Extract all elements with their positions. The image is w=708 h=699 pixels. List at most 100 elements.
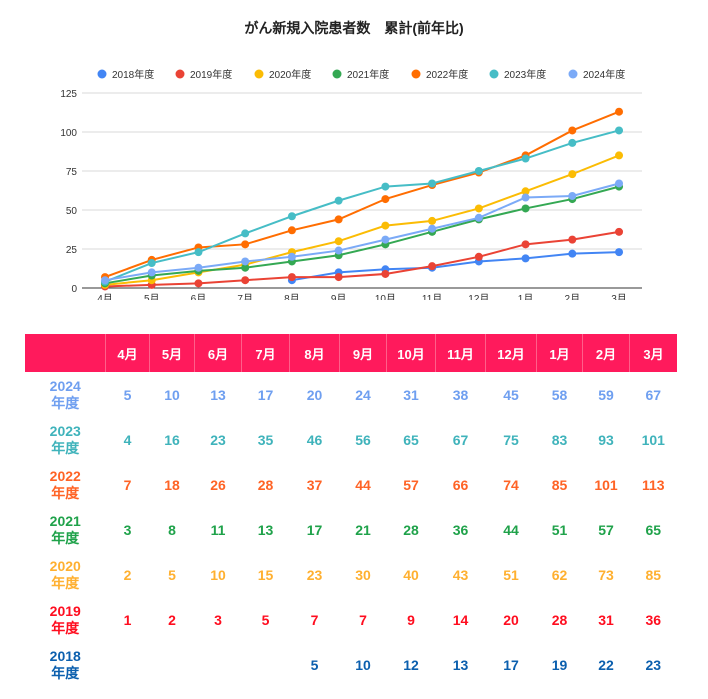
data-point (334, 273, 343, 282)
data-point (615, 179, 624, 188)
x-tick-label: 10月 (375, 293, 396, 300)
data-point (287, 212, 296, 221)
table-cell: 20 (306, 386, 323, 403)
table-cell: 7 (359, 611, 367, 628)
x-tick-label: 9月 (331, 293, 347, 300)
table-cell: 37 (306, 476, 323, 493)
table-cell: 58 (551, 386, 568, 403)
table-cell: 44 (503, 521, 519, 538)
data-point (568, 170, 577, 179)
x-tick-label: 7月 (237, 293, 253, 300)
table-cell: 26 (210, 476, 226, 493)
data-point (428, 216, 437, 225)
row-label-line: 年度 (51, 484, 80, 501)
table-cell: 113 (641, 476, 665, 493)
data-point (101, 276, 109, 285)
table-cell: 38 (452, 386, 469, 403)
table-cell: 28 (551, 611, 568, 628)
row-label: 2024 年度 (25, 372, 106, 417)
row-label-line: 2018 (49, 647, 81, 664)
table-cell: 36 (452, 521, 469, 538)
data-point (334, 196, 343, 205)
table-cell: 13 (257, 521, 274, 538)
table-cell: 62 (551, 566, 568, 583)
data-point (521, 154, 530, 163)
data-point (194, 248, 203, 257)
table-cell: 21 (355, 521, 371, 538)
data-point (381, 221, 390, 230)
data-point (568, 126, 577, 135)
table-cell: 40 (403, 566, 419, 583)
table-cell: 93 (598, 431, 614, 448)
y-tick-label: 50 (66, 206, 78, 217)
data-point (474, 252, 483, 261)
series-line (104, 110, 620, 279)
header-month: 8月 (289, 334, 340, 372)
table-cell: 31 (403, 386, 419, 403)
table-cell (195, 642, 242, 687)
header-month: 10月 (386, 334, 436, 372)
table-cell: 10 (210, 566, 226, 583)
table-cell: 12 (403, 656, 419, 673)
header-month: 6月 (194, 334, 242, 372)
row-label-line: 2019 (49, 602, 81, 619)
data-point (147, 259, 156, 268)
table-cell: 23 (306, 566, 323, 583)
table-row: 2024 年度 5 10 13 17 20 24 31 38 45 58 59 67 (25, 372, 677, 417)
legend-marker (97, 69, 107, 79)
table-cell: 67 (452, 431, 469, 448)
row-label: 2019 年度 (25, 597, 106, 642)
legend-label: 2020年度 (269, 68, 311, 81)
data-point (381, 195, 390, 204)
x-tick-label: 4月 (97, 293, 113, 300)
table-cell: 17 (306, 521, 323, 538)
y-tick-label: 0 (71, 284, 77, 295)
header-month: 2月 (582, 334, 630, 372)
y-tick-label: 100 (60, 128, 77, 139)
data-point (381, 182, 390, 191)
data-point (194, 279, 203, 288)
table-cell: 51 (551, 521, 568, 538)
data-point (615, 107, 624, 116)
table-cell: 8 (168, 521, 176, 538)
line-chart: がん新規入院患者数 累計(前年比) 2018年度 2019年度 2020年度 2021年… (60, 20, 642, 300)
x-tick-label: 5月 (144, 293, 160, 300)
row-label-line: 年度 (51, 529, 80, 546)
table-cell (150, 642, 195, 687)
x-tick-label: 1月 (518, 293, 534, 300)
data-point (334, 215, 343, 224)
data-point (521, 204, 530, 213)
table-cell: 74 (503, 476, 519, 493)
table-cell: 85 (645, 566, 662, 583)
table-cell: 101 (641, 431, 665, 448)
table-cell: 67 (645, 386, 662, 403)
data-point (568, 249, 577, 258)
table-cell: 30 (355, 566, 371, 583)
table-cell: 11 (210, 521, 226, 538)
row-label: 2018 年度 (25, 642, 106, 687)
table-cell: 17 (257, 386, 274, 403)
row-label: 2023 年度 (25, 417, 106, 462)
x-tick-label: 8月 (284, 293, 300, 300)
series-line (291, 251, 620, 282)
table-cell: 73 (598, 566, 614, 583)
x-tick-label: 12月 (468, 293, 489, 300)
data-point (615, 126, 624, 135)
data-point (241, 257, 250, 266)
row-label-line: 2023 (49, 422, 81, 439)
table-cell: 28 (257, 476, 274, 493)
data-point (615, 151, 624, 160)
data-table: 4月 5月 6月 7月 8月 9月 10月 11月 12月 1月 2月 3月 2024 年度 5 10 13 1… (25, 334, 677, 687)
data-point (287, 252, 296, 261)
table-cell: 3 (123, 521, 132, 538)
row-label: 2020 年度 (25, 552, 106, 597)
table-cell: 7 (310, 611, 319, 628)
table-cell: 83 (551, 431, 568, 448)
table-cell: 31 (598, 611, 614, 628)
series-line (104, 129, 620, 283)
table-cell: 13 (452, 656, 469, 673)
row-label-line: 2020 (49, 557, 81, 574)
table-cell: 3 (214, 611, 222, 628)
legend-label: 2023年度 (504, 68, 546, 81)
